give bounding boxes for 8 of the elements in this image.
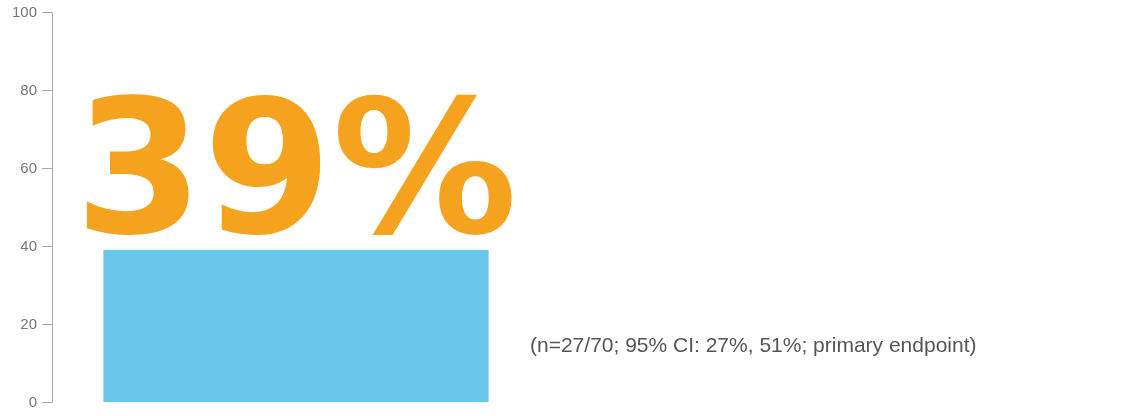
y-tick-label: 40: [20, 237, 37, 255]
y-tick-label: 60: [20, 159, 37, 177]
y-tick-label: 80: [20, 81, 37, 99]
text: (n=27/70; 95% CI: 27%, 51%; primary endpoint): [530, 333, 977, 356]
y-tick-label: 20: [20, 315, 37, 333]
data-label: 39%: [74, 59, 518, 276]
y-tick-label: 0: [28, 393, 37, 411]
y-tick-label: 100: [11, 3, 37, 21]
